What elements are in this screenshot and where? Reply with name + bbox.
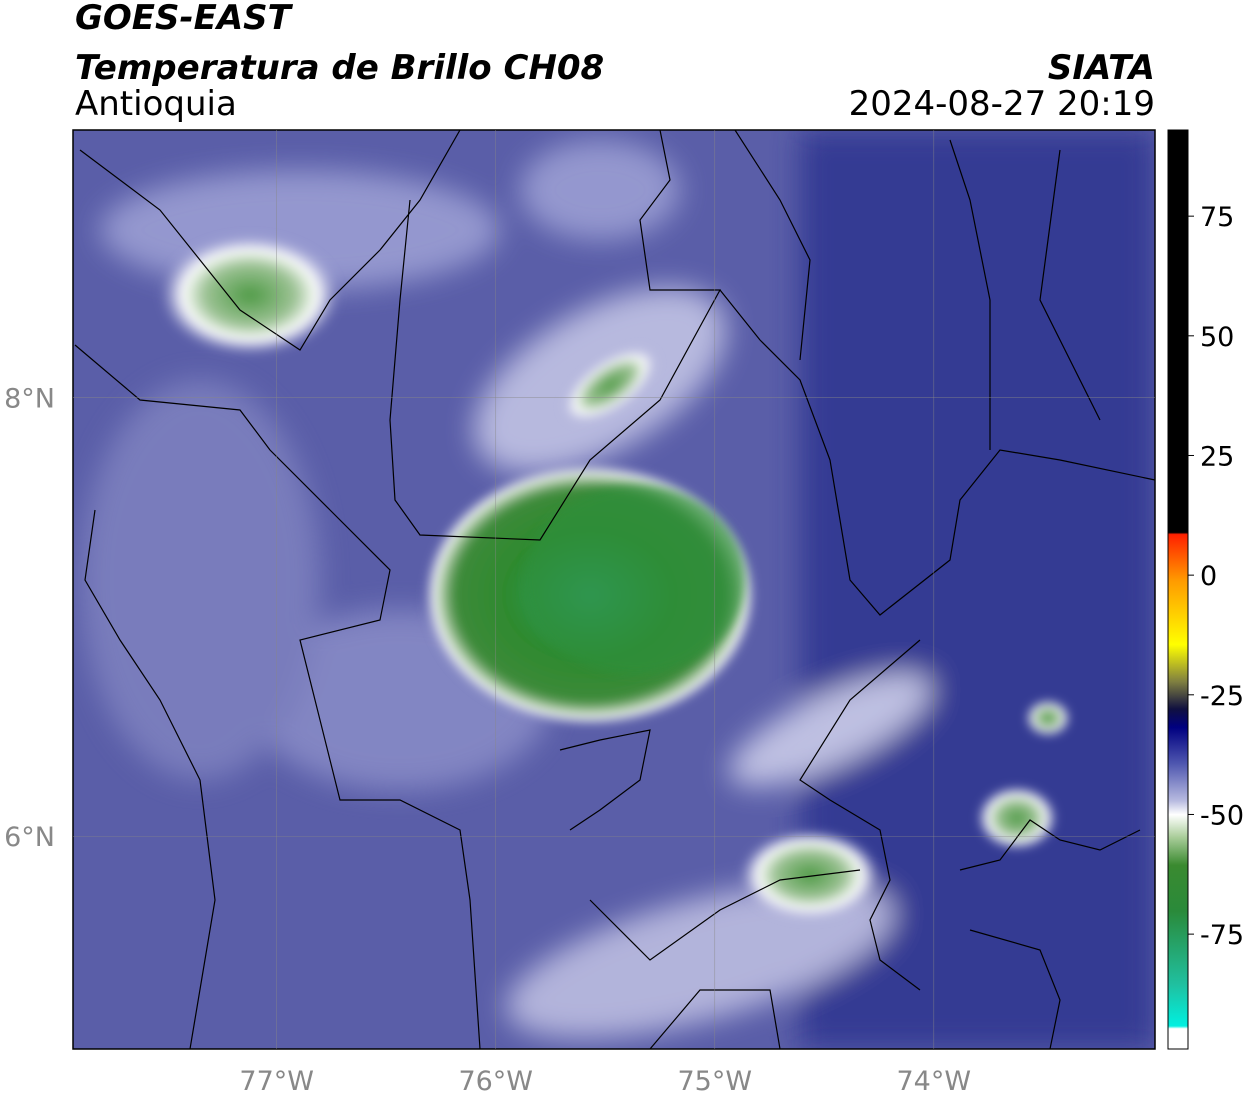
- satellite: GOES-EAST: [75, 0, 294, 38]
- agency: SIATA: [1048, 48, 1155, 88]
- product: Temperatura de Brillo CH08: [75, 48, 604, 88]
- lat-label: 8°N: [4, 384, 55, 415]
- lon-label: 77°W: [239, 1066, 314, 1097]
- colorbar: [1167, 129, 1189, 1050]
- lat-label: 6°N: [4, 822, 55, 853]
- map-image: [73, 130, 1155, 1049]
- colorbar-tick-label: 25: [1200, 441, 1234, 472]
- colorbar-tick-label: 50: [1200, 322, 1234, 353]
- lon-label: 75°W: [677, 1066, 752, 1097]
- datetime: 2024-08-27 20:19: [849, 84, 1155, 124]
- colorbar-tick-label: -25: [1200, 681, 1244, 712]
- lon-label: 76°W: [458, 1066, 533, 1097]
- region: Antioquia: [75, 84, 237, 124]
- colorbar-tick-label: 75: [1200, 202, 1234, 233]
- colorbar-tick-label: 0: [1200, 561, 1217, 592]
- map-frame: [72, 129, 1156, 1050]
- colorbar-tick-label: -50: [1200, 800, 1244, 831]
- colorbar-tick-label: -75: [1200, 920, 1244, 951]
- lon-label: 74°W: [897, 1066, 972, 1097]
